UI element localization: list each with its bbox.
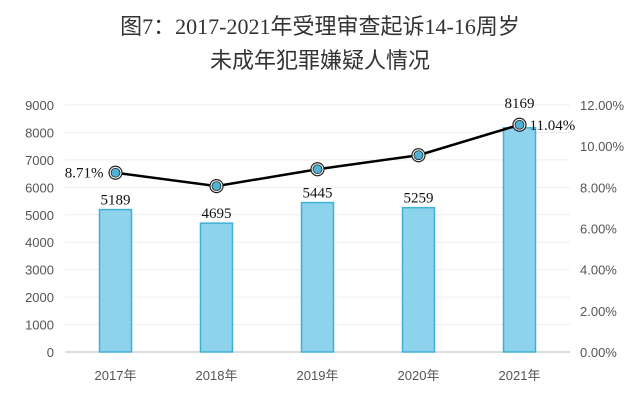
y-tick-label: 5000 — [25, 208, 54, 223]
y2-tick-label: 0.00% — [580, 345, 617, 360]
y-tick-label: 9000 — [25, 98, 54, 113]
bar-data-label: 5189 — [101, 193, 131, 209]
y2-tick-label: 4.00% — [580, 263, 617, 278]
x-tick-label: 2020年 — [398, 368, 440, 383]
bar — [300, 201, 335, 353]
y-tick-label: 8000 — [25, 125, 54, 140]
y2-tick-label: 2.00% — [580, 304, 617, 319]
y-tick-label: 1000 — [25, 318, 54, 333]
y-tick-label: 7000 — [25, 153, 54, 168]
y2-tick-label: 12.00% — [580, 98, 625, 113]
y2-tick-label: 10.00% — [580, 139, 625, 154]
y-tick-label: 0 — [47, 345, 54, 360]
bar-data-label: 5445 — [303, 186, 333, 202]
bar-data-label: 8169 — [505, 96, 535, 112]
line-point — [211, 181, 222, 191]
bar-data-label: 4695 — [202, 206, 232, 222]
line-data-label: 11.04% — [530, 118, 576, 134]
bar — [401, 206, 436, 353]
line-point — [413, 150, 424, 161]
x-tick-label: 2018年 — [196, 368, 238, 383]
line-point — [514, 119, 525, 130]
y-tick-label: 2000 — [25, 290, 54, 305]
bar-data-label: 5259 — [404, 191, 434, 207]
line-series — [115, 123, 520, 188]
chart-title: 图7：2017-2021年受理审查起诉14-16周岁 — [120, 14, 520, 39]
line-point — [110, 167, 121, 178]
x-tick-label: 2019年 — [297, 368, 339, 383]
y2-tick-label: 6.00% — [580, 222, 617, 237]
chart-subtitle: 未成年犯罪嫌疑人情况 — [210, 48, 430, 73]
y-tick-label: 6000 — [25, 180, 54, 195]
y2-tick-label: 8.00% — [580, 180, 617, 195]
bar — [98, 208, 133, 353]
y-tick-label: 4000 — [25, 235, 54, 250]
x-tick-label: 2021年 — [499, 368, 541, 383]
y-tick-label: 3000 — [25, 263, 54, 278]
bar — [502, 127, 537, 353]
line-point — [312, 164, 323, 175]
bar — [199, 222, 234, 353]
x-tick-label: 2017年 — [95, 368, 137, 383]
line-data-label: 8.71% — [65, 166, 104, 182]
